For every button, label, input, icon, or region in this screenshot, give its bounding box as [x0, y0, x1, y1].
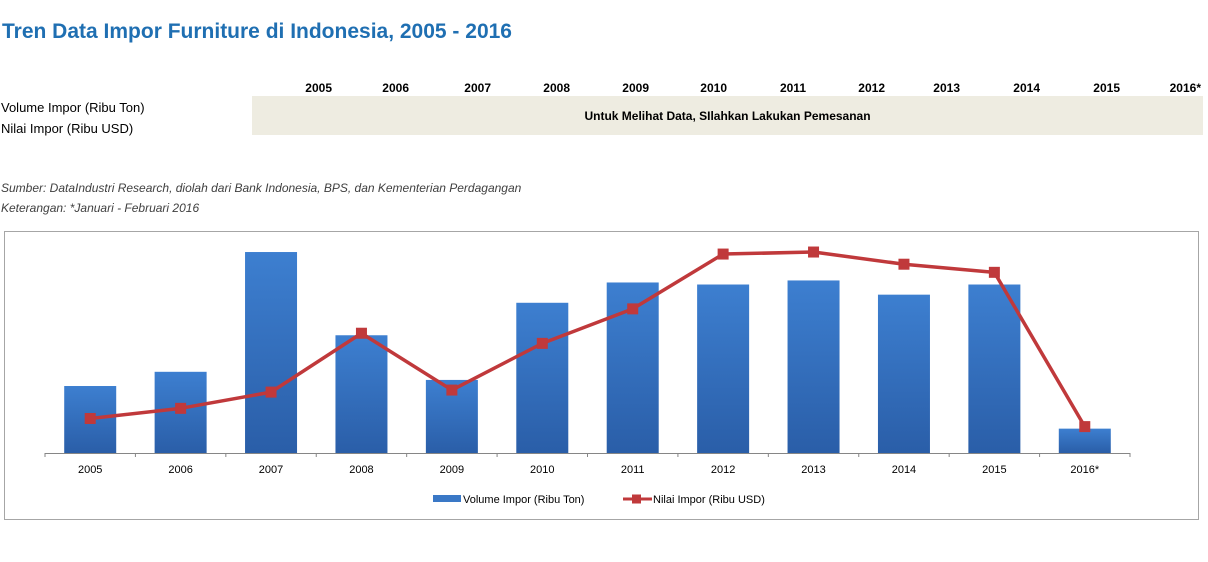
year-header-row: 2005 2006 2007 2008 2009 2010 2011 2012 … [0, 81, 1208, 97]
year-header: 2014 [1013, 81, 1040, 95]
x-tick-label: 2013 [801, 464, 825, 476]
year-header: 2015 [1093, 81, 1120, 95]
marker-nilai-impor [627, 303, 639, 315]
x-tick-label: 2005 [78, 464, 102, 476]
bar-volume-impor [516, 302, 569, 453]
year-header: 2007 [464, 81, 491, 95]
year-header: 2009 [622, 81, 649, 95]
bar-volume-impor [968, 284, 1021, 453]
marker-nilai-impor [265, 386, 277, 398]
row-label-nilai: Nilai Impor (Ribu USD) [1, 121, 134, 136]
x-tick-label: 2015 [982, 464, 1006, 476]
legend-label-volume: Volume Impor (Ribu Ton) [463, 494, 584, 506]
marker-nilai-impor [84, 412, 96, 424]
x-tick-label: 2009 [440, 464, 464, 476]
year-header: 2011 [779, 81, 806, 95]
year-header: 2013 [933, 81, 960, 95]
order-notice-text: Untuk Melihat Data, SIlahkan Lakukan Pem… [584, 108, 871, 123]
combo-chart: 2005 2006 2007 2008 2009 2010 2011 2012 2013 2014… [44, 246, 1131, 506]
x-tick-label: 2008 [349, 464, 373, 476]
bar-volume-impor [787, 280, 840, 453]
marker-nilai-impor [536, 337, 548, 349]
order-notice: Untuk Melihat Data, SIlahkan Lakukan Pem… [252, 96, 1203, 135]
x-tick-label: 2014 [892, 464, 916, 476]
year-header: 2006 [382, 81, 409, 95]
bar-volume-impor [335, 335, 388, 453]
marker-nilai-impor [175, 402, 187, 414]
year-header: 2005 [305, 81, 332, 95]
bar-volume-impor [697, 284, 750, 453]
legend-swatch-bar [433, 495, 461, 502]
marker-nilai-impor [717, 248, 729, 260]
year-header: 2012 [858, 81, 885, 95]
x-tick-label: 2012 [711, 464, 735, 476]
row-label-volume: Volume Impor (Ribu Ton) [1, 100, 145, 115]
chart-area: 2005 2006 2007 2008 2009 2010 2011 2012 2013 2014… [4, 231, 1199, 520]
marker-nilai-impor [898, 258, 910, 270]
marker-nilai-impor [1079, 421, 1091, 433]
year-header: 2008 [543, 81, 570, 95]
line-nilai-impor [90, 250, 1087, 428]
legend-label-nilai: Nilai Impor (Ribu USD) [653, 494, 765, 506]
year-header: 2016* [1169, 81, 1201, 95]
footnote: Keterangan: *Januari - Februari 2016 [1, 201, 200, 215]
bar-volume-impor [1058, 428, 1111, 453]
year-header: 2010 [700, 81, 727, 95]
source-note: Sumber: DataIndustri Research, diolah da… [1, 181, 522, 195]
page-title: Tren Data Impor Furniture di Indonesia, … [2, 20, 512, 43]
x-tick-label: 2010 [530, 464, 554, 476]
x-tick-label: 2007 [259, 464, 283, 476]
marker-nilai-impor [355, 327, 367, 339]
bar-volume-impor [245, 252, 298, 453]
x-tick-label: 2016* [1070, 464, 1099, 476]
bar-volume-impor [877, 294, 930, 453]
legend-swatch-marker [632, 494, 641, 504]
x-tick-label: 2006 [168, 464, 192, 476]
marker-nilai-impor [808, 246, 820, 258]
marker-nilai-impor [446, 384, 458, 396]
x-tick-label: 2011 [621, 464, 645, 476]
marker-nilai-impor [988, 266, 1000, 278]
